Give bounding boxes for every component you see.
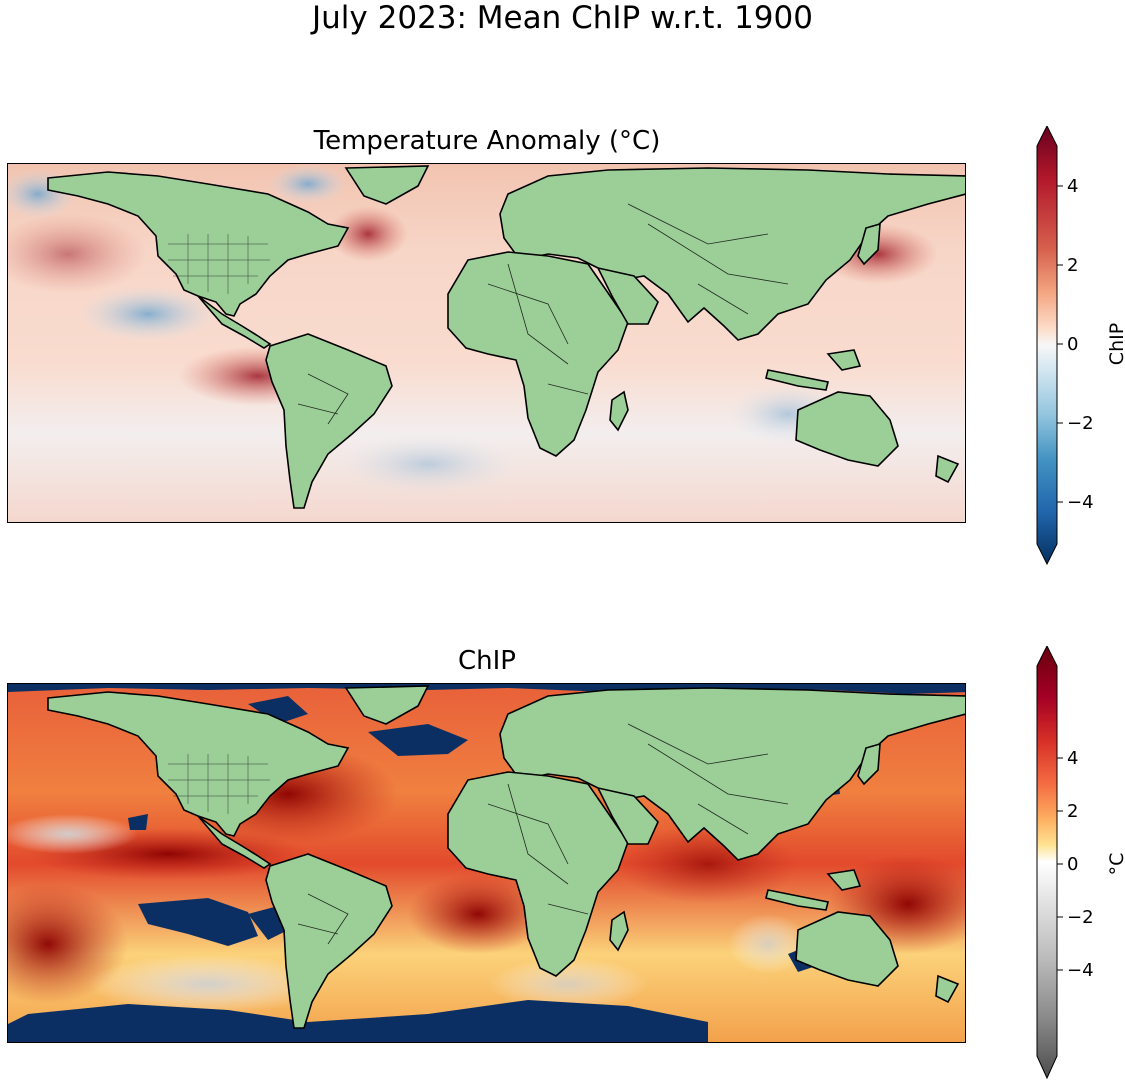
cbar2-tick: 0: [1067, 854, 1078, 875]
panel-2-colorbar-label: °C: [1106, 852, 1125, 876]
cbar1-tick: 0: [1067, 334, 1078, 355]
panel-1-colorbar: 4 2 0 −2 −4 ChIP: [1025, 124, 1125, 566]
panel-1-colorbar-label: ChIP: [1106, 322, 1125, 366]
cbar1-tick: 2: [1067, 255, 1078, 276]
cbar2-tick: 4: [1067, 748, 1078, 769]
chip-map: [7, 683, 966, 1043]
cbar2-tick: 2: [1067, 801, 1078, 822]
panel-2-colorbar: 4 2 0 −2 −4 °C: [1025, 644, 1125, 1086]
cbar1-tick: 4: [1067, 176, 1078, 197]
panel-1-title: Temperature Anomaly (°C): [313, 126, 661, 156]
cbar1-tick: −4: [1067, 492, 1094, 513]
cbar2-tick: −4: [1067, 960, 1094, 981]
panel-2-title: ChIP: [458, 646, 516, 676]
cbar2-tick: −2: [1067, 907, 1094, 928]
temperature-anomaly-map: [7, 163, 966, 523]
figure-title: July 2023: Mean ChIP w.r.t. 1900: [312, 0, 813, 36]
cbar1-tick: −2: [1067, 413, 1094, 434]
